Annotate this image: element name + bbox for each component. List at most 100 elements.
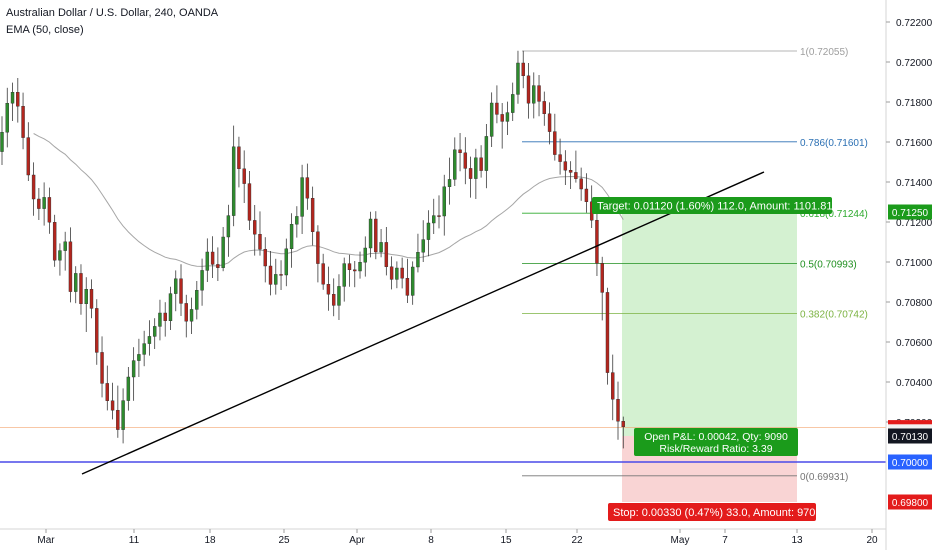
candle: [284, 248, 289, 276]
candle: [289, 223, 294, 249]
chart-title: Australian Dollar / U.S. Dollar, 240, OA…: [6, 7, 219, 19]
x-tick-label: 18: [204, 535, 216, 546]
candle: [295, 216, 299, 225]
candle: [58, 250, 62, 261]
profit-zone: [622, 212, 797, 436]
y-tick-label: 0.71800: [896, 98, 932, 109]
price-badge-text: 0.69800: [892, 498, 929, 509]
candle: [205, 251, 210, 271]
y-tick-label: 0.72200: [896, 18, 932, 29]
candle: [231, 146, 236, 216]
candle: [10, 91, 15, 104]
candle: [605, 292, 610, 373]
candle: [37, 198, 41, 209]
candle: [474, 157, 478, 179]
y-tick-label: 0.71600: [896, 138, 932, 149]
candle: [305, 177, 310, 199]
fib-level-label: 1(0.72055): [800, 47, 848, 58]
y-tick-label: 0.71200: [896, 218, 932, 229]
candle: [442, 186, 446, 217]
ema-line: [33, 133, 624, 267]
candle: [489, 102, 494, 137]
candle: [47, 197, 52, 223]
candle: [484, 136, 489, 171]
candle: [421, 239, 425, 253]
y-tick-label: 0.70800: [896, 298, 932, 309]
candle: [226, 215, 231, 238]
candle: [400, 267, 404, 279]
candle: [279, 274, 283, 276]
candle: [574, 172, 578, 179]
candle: [321, 263, 325, 285]
candle: [137, 354, 141, 361]
candle: [5, 102, 9, 133]
fib-level-label: 0(0.69931): [800, 472, 848, 483]
price-badge-text: 0.70130: [892, 432, 929, 443]
candle: [110, 400, 115, 411]
price-badge-text: 0.70000: [892, 458, 929, 469]
candle: [237, 146, 241, 170]
stop-badge-text: Stop: 0.00330 (0.47%) 33.0, Amount: 970: [613, 507, 815, 519]
candle: [79, 273, 83, 304]
candle: [105, 383, 110, 401]
candle: [595, 219, 599, 264]
candle: [584, 188, 589, 203]
candle: [89, 289, 94, 309]
candle: [21, 105, 25, 138]
candle: [579, 178, 583, 190]
target-badge: [592, 197, 832, 214]
y-tick-label: 0.71400: [896, 178, 932, 189]
candle: [416, 251, 420, 268]
candle: [479, 157, 483, 171]
candle: [31, 174, 36, 200]
x-tick-label: 7: [722, 535, 728, 546]
x-tick-label: 13: [791, 535, 803, 546]
candle: [16, 91, 20, 107]
candle: [326, 284, 331, 295]
candle: [168, 293, 173, 322]
candle: [410, 266, 415, 296]
candle: [537, 85, 541, 102]
trendline[interactable]: [81, 171, 765, 475]
candle: [347, 263, 352, 271]
price-badge: [888, 454, 932, 470]
candle: [526, 75, 531, 104]
fib-level-label: 0.618(0.71244): [800, 209, 868, 220]
candle: [511, 94, 515, 113]
candle: [374, 218, 378, 253]
candle: [600, 263, 604, 293]
candle: [184, 303, 188, 322]
candle: [395, 267, 399, 280]
open-pl-badge: [634, 428, 798, 456]
candle: [121, 400, 125, 430]
candle: [189, 309, 194, 322]
x-tick-label: 25: [278, 535, 290, 546]
candle: [253, 220, 257, 235]
x-tick-label: May: [671, 535, 690, 546]
candle: [126, 376, 131, 401]
candle: [163, 312, 167, 322]
fib-level-label: 0.786(0.71601): [800, 138, 868, 149]
candle: [152, 326, 157, 337]
candle: [179, 278, 183, 304]
candle: [158, 312, 162, 327]
candle: [131, 360, 136, 378]
x-tick-label: 8: [428, 535, 434, 546]
candle: [95, 308, 99, 353]
candle: [368, 218, 373, 249]
candle: [195, 290, 199, 310]
risk-reward-text: Risk/Reward Ratio: 3.39: [659, 443, 772, 455]
candle: [547, 113, 552, 132]
target-badge-text: Target: 0.01120 (1.60%) 112.0, Amount: 1…: [597, 201, 832, 213]
candle: [611, 372, 615, 400]
candle: [242, 168, 246, 184]
candle: [389, 266, 394, 280]
indicator-label: EMA (50, close): [6, 24, 84, 36]
candle: [68, 241, 73, 292]
candle: [210, 251, 215, 265]
candle: [52, 221, 57, 261]
candle: [200, 270, 204, 291]
candle: [221, 236, 225, 268]
candle: [0, 131, 4, 152]
